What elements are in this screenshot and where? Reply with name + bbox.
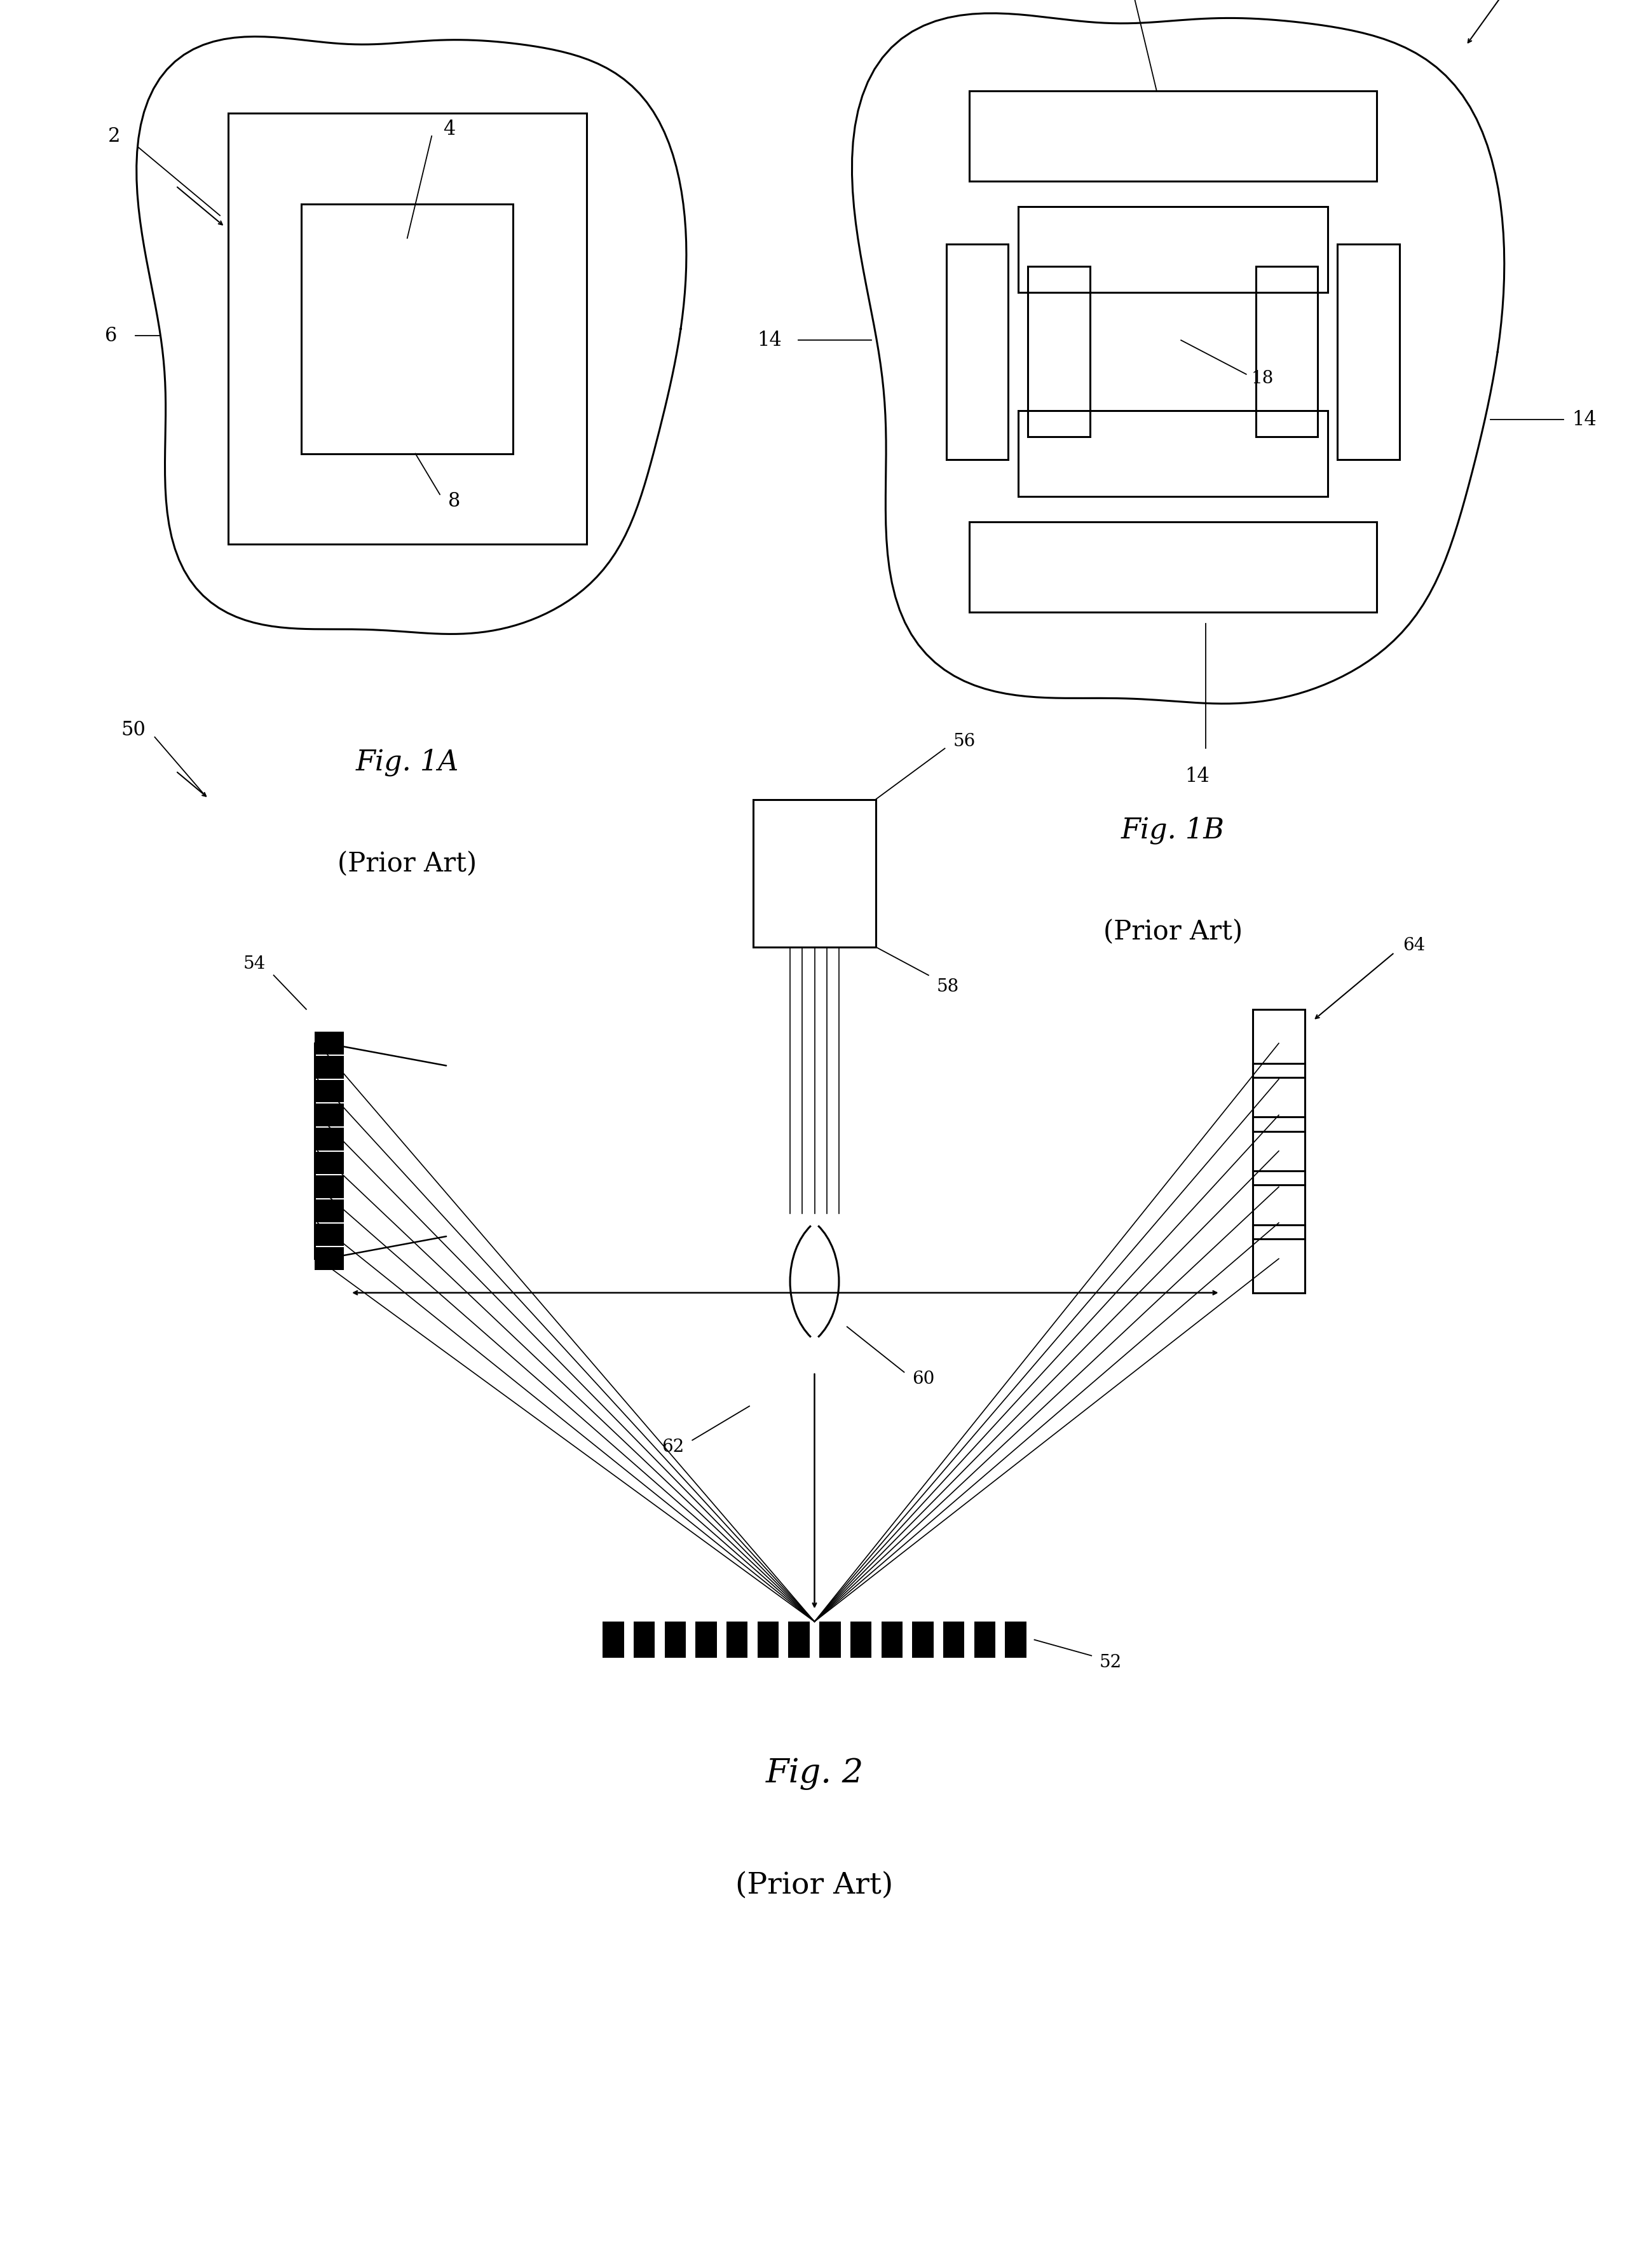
Bar xyxy=(753,801,876,948)
Bar xyxy=(696,1622,717,1658)
Bar xyxy=(228,113,586,544)
Text: (Prior Art): (Prior Art) xyxy=(736,1871,893,1901)
Text: 14: 14 xyxy=(1572,411,1596,429)
Bar xyxy=(1337,245,1399,458)
Text: 4: 4 xyxy=(443,120,456,138)
Text: 50: 50 xyxy=(121,721,147,739)
Text: Fig. 2: Fig. 2 xyxy=(766,1758,863,1789)
Text: 56: 56 xyxy=(953,733,976,751)
Text: 6: 6 xyxy=(104,327,117,345)
Text: 52: 52 xyxy=(1100,1653,1122,1672)
Text: 54: 54 xyxy=(243,955,266,973)
Text: Fig. 1A: Fig. 1A xyxy=(355,748,459,776)
Bar xyxy=(1028,268,1090,435)
Bar xyxy=(314,1200,344,1222)
Bar xyxy=(301,204,513,454)
Bar xyxy=(1018,411,1328,497)
Bar xyxy=(1253,1170,1305,1238)
Bar xyxy=(757,1622,779,1658)
Text: 62: 62 xyxy=(661,1438,684,1456)
Text: 64: 64 xyxy=(1403,937,1425,955)
Bar xyxy=(314,1222,344,1245)
Text: 14: 14 xyxy=(1184,767,1210,787)
Text: 18: 18 xyxy=(1251,370,1274,388)
Text: 60: 60 xyxy=(912,1370,935,1388)
Bar xyxy=(314,1152,344,1175)
Text: 14: 14 xyxy=(757,331,782,349)
Bar xyxy=(314,1080,344,1102)
Bar xyxy=(727,1622,748,1658)
Bar xyxy=(881,1622,902,1658)
Text: 58: 58 xyxy=(937,978,959,996)
Bar xyxy=(1018,206,1328,293)
Bar xyxy=(850,1622,872,1658)
Bar xyxy=(1253,1116,1305,1184)
Bar xyxy=(314,1175,344,1198)
Bar xyxy=(634,1622,655,1658)
Text: (Prior Art): (Prior Art) xyxy=(1103,919,1243,946)
Bar xyxy=(912,1622,933,1658)
Bar xyxy=(946,245,1008,458)
Bar xyxy=(969,522,1377,612)
Bar xyxy=(1253,1009,1305,1077)
Bar xyxy=(969,91,1377,181)
Bar xyxy=(665,1622,686,1658)
Text: (Prior Art): (Prior Art) xyxy=(337,850,477,878)
Bar xyxy=(314,1057,344,1080)
Text: 2: 2 xyxy=(108,127,121,145)
Bar xyxy=(819,1622,841,1658)
Bar xyxy=(1005,1622,1026,1658)
Bar xyxy=(314,1247,344,1270)
Bar xyxy=(974,1622,995,1658)
Bar xyxy=(1253,1064,1305,1132)
Bar xyxy=(788,1622,810,1658)
Bar xyxy=(314,1127,344,1150)
Bar xyxy=(314,1032,344,1055)
Bar xyxy=(603,1622,624,1658)
Text: Fig. 1B: Fig. 1B xyxy=(1121,816,1225,844)
Bar xyxy=(314,1105,344,1127)
Bar xyxy=(1253,1225,1305,1293)
Bar xyxy=(1256,268,1318,435)
Bar xyxy=(943,1622,964,1658)
Text: 8: 8 xyxy=(448,492,461,510)
